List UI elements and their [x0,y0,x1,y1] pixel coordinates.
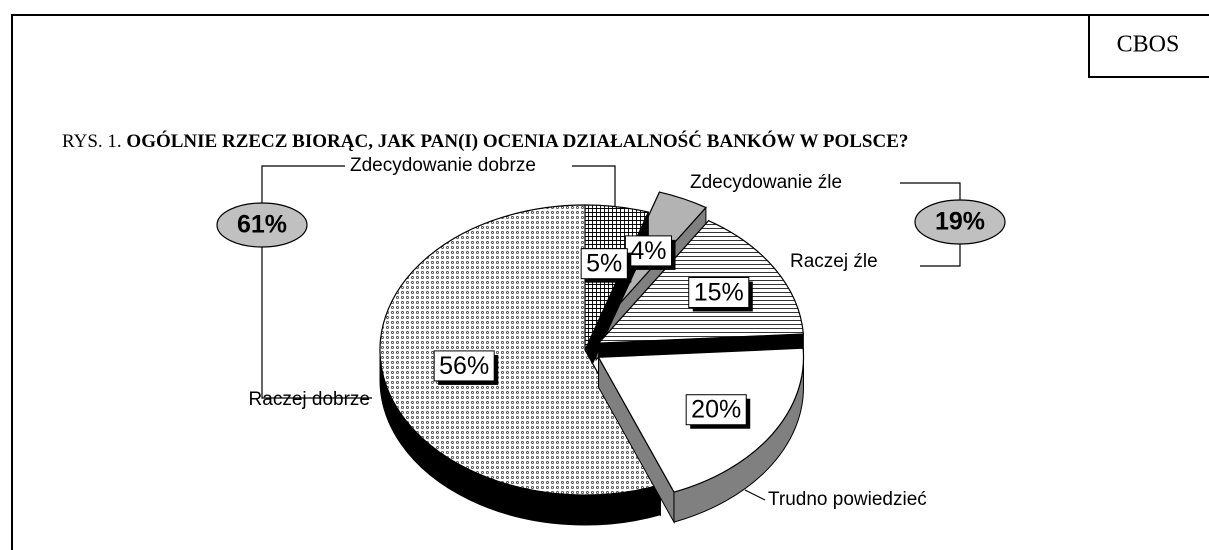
title-text: OGÓLNIE RZECZ BIORĄC, JAK PAN(I) OCENIA … [126,130,908,152]
source: CBOS [1117,32,1180,58]
pie [379,191,805,526]
category-label: Raczej dobrze [249,389,370,410]
label-box [685,394,747,426]
chart-title: RYS. 1. OGÓLNIE RZECZ BIORĄC, JAK PAN(I)… [62,130,908,152]
leader [572,165,616,210]
category-label: Zdecydowanie dobrze [350,155,536,176]
category-label: Trudno powiedzieć [768,489,927,510]
value-label: 5% [580,248,632,283]
value-label-text: 15% [694,278,744,306]
frame [11,14,1209,550]
slice [379,204,662,496]
leader [900,182,961,267]
value-label-text: 20% [691,396,741,424]
value-label: 15% [688,276,753,312]
label-box [624,235,673,267]
group-label: 19% [935,208,985,236]
group-label: 61% [237,211,287,239]
category-label: Zdecydowanie źle [690,172,842,193]
category-label: Raczej źle [790,251,878,272]
value-label: 56% [433,350,499,385]
value-label: 4% [624,235,676,270]
leaders [261,165,961,501]
leader [261,165,372,399]
value-label: 20% [685,394,751,429]
group-badge [914,199,1006,245]
label-box [580,248,628,280]
label-box [433,350,495,382]
value-label-text: 5% [586,250,622,278]
value-label-text: 4% [630,237,666,265]
label-box [688,276,750,308]
title-prefix: RYS. 1. [62,131,122,152]
leader [744,489,766,501]
group-badge [216,202,308,248]
labels: 4% Zdecydowanie źle 5% Zdecydowanie dobrze 1… [216,155,1006,510]
value-label-text: 56% [439,352,489,380]
